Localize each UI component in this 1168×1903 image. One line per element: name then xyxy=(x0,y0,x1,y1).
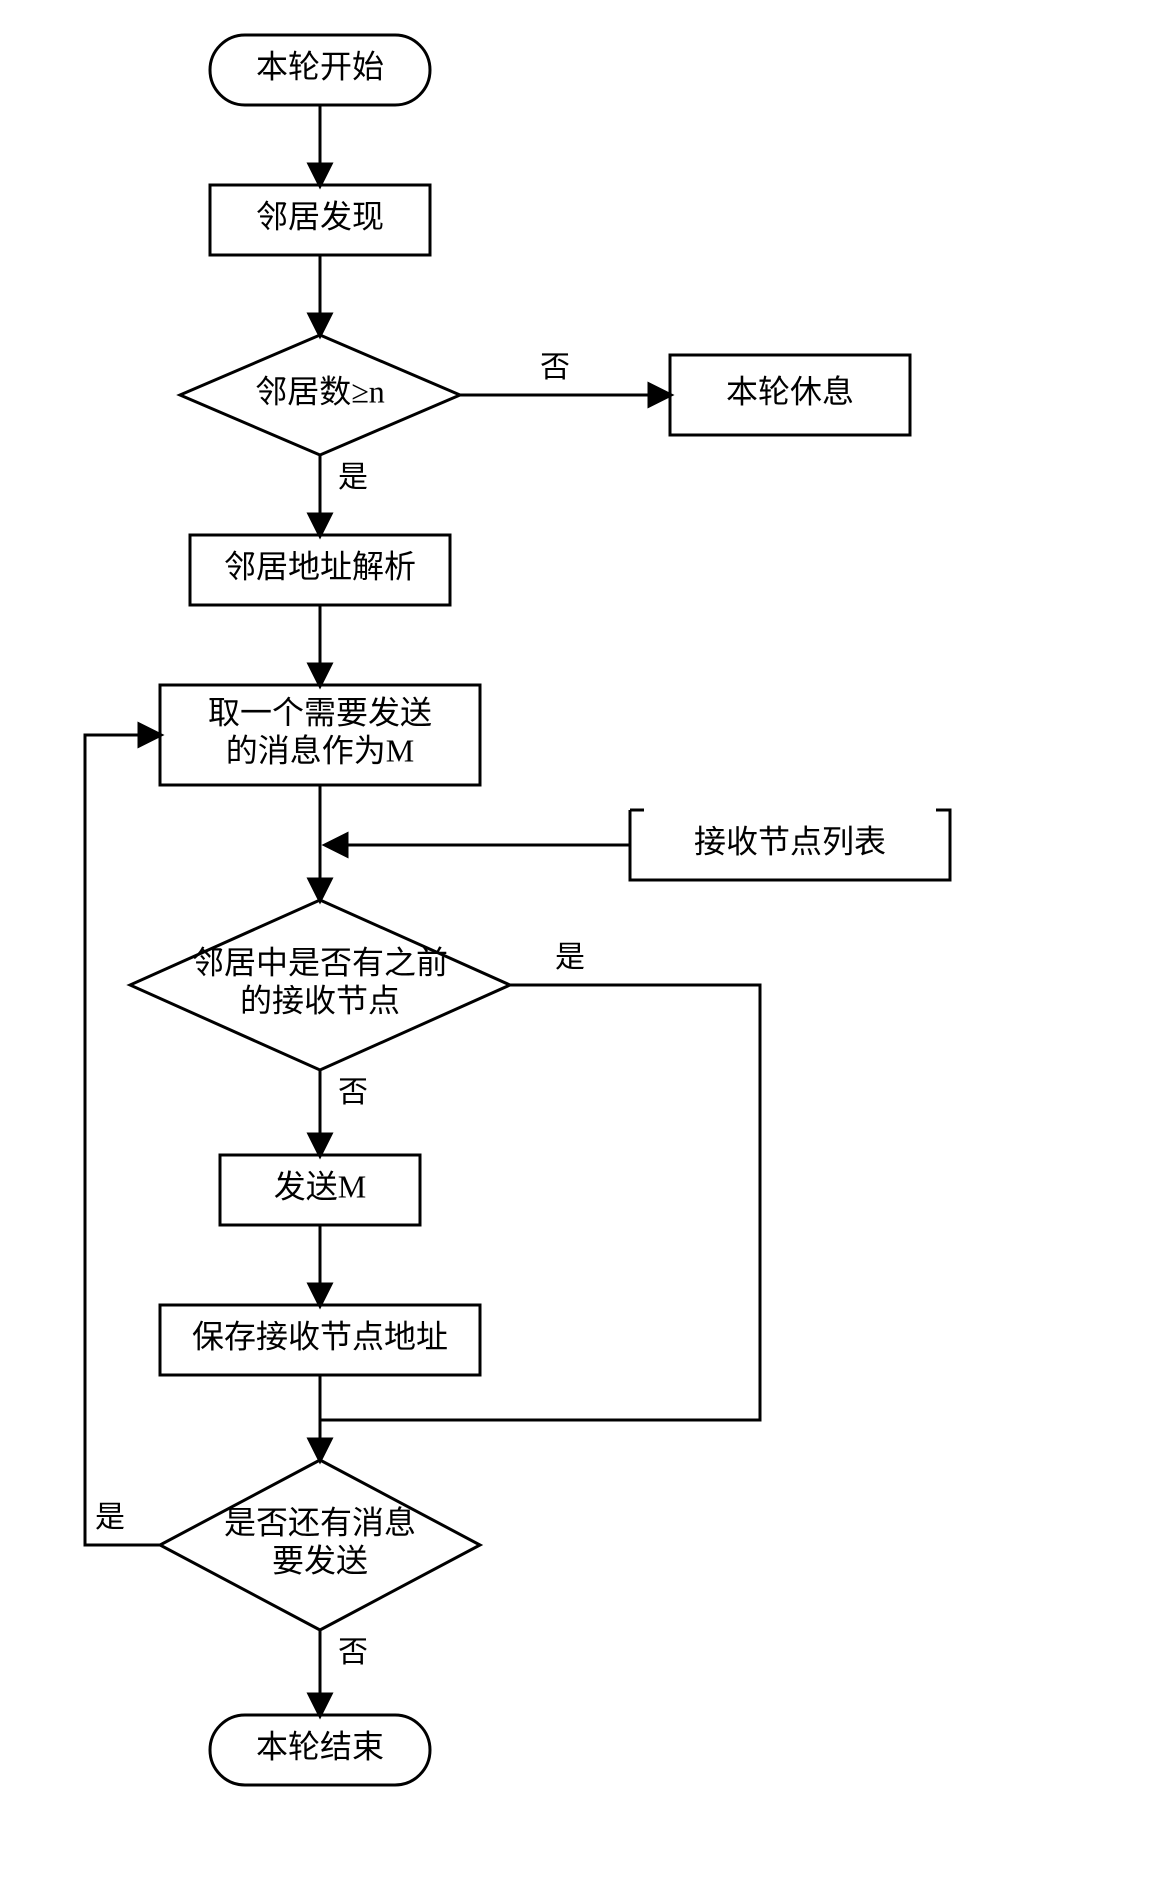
svg-text:本轮休息: 本轮休息 xyxy=(726,373,854,409)
svg-text:的消息作为M: 的消息作为M xyxy=(226,732,414,768)
svg-text:邻居地址解析: 邻居地址解析 xyxy=(224,548,416,584)
svg-text:是: 是 xyxy=(95,1501,125,1534)
svg-text:邻居数≥n: 邻居数≥n xyxy=(255,373,385,409)
flowchart-canvas: 本轮开始邻居发现邻居数≥n 本轮休息邻居地址解析取一个需要发送的消息作为M 接收节点… xyxy=(0,0,1168,1903)
svg-text:发送M: 发送M xyxy=(274,1168,366,1204)
svg-text:的接收节点: 的接收节点 xyxy=(240,982,400,1018)
svg-text:是: 是 xyxy=(555,941,585,974)
svg-text:本轮结束: 本轮结束 xyxy=(256,1728,384,1764)
svg-text:要发送: 要发送 xyxy=(272,1542,368,1578)
svg-text:是: 是 xyxy=(338,461,368,494)
svg-text:本轮开始: 本轮开始 xyxy=(256,48,384,84)
svg-text:否: 否 xyxy=(338,1076,368,1109)
svg-text:保存接收节点地址: 保存接收节点地址 xyxy=(192,1318,448,1354)
svg-text:是否还有消息: 是否还有消息 xyxy=(224,1504,416,1540)
svg-text:否: 否 xyxy=(540,351,570,384)
svg-text:邻居中是否有之前: 邻居中是否有之前 xyxy=(192,944,448,980)
svg-text:邻居发现: 邻居发现 xyxy=(256,198,384,234)
svg-text:否: 否 xyxy=(338,1636,368,1669)
svg-text:接收节点列表: 接收节点列表 xyxy=(694,823,886,859)
svg-text:取一个需要发送: 取一个需要发送 xyxy=(208,694,432,730)
